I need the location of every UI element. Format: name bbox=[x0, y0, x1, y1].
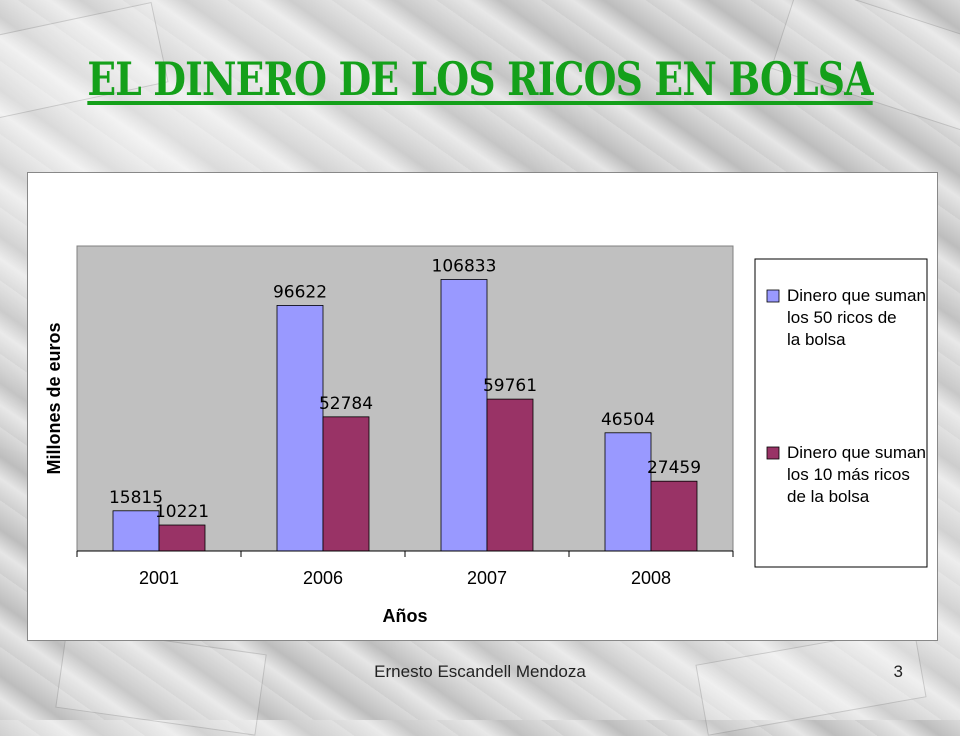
value-label: 59761 bbox=[483, 376, 537, 396]
value-label: 15815 bbox=[109, 488, 163, 508]
x-tick-label: 2006 bbox=[303, 568, 343, 588]
bar-2008-series-2 bbox=[650, 480, 698, 552]
value-label: 27459 bbox=[647, 458, 701, 478]
footer-author: Ernesto Escandell Mendoza bbox=[374, 662, 586, 681]
bar-2006-series-2 bbox=[322, 416, 370, 552]
legend-swatch bbox=[766, 289, 780, 303]
bar-2007-series-2 bbox=[486, 398, 534, 552]
value-label: 96622 bbox=[273, 282, 327, 302]
value-label: 52784 bbox=[319, 394, 373, 414]
x-tick-label: 2008 bbox=[631, 568, 671, 588]
bar-2007-series-1 bbox=[440, 279, 488, 552]
legend: Dinero que suman los 50 ricos de la bolsa D… bbox=[754, 258, 928, 568]
chart-container: 15815 10221 96622 52784 106833 59761 46504 2745… bbox=[27, 172, 938, 641]
bar-2008-series-1 bbox=[604, 432, 652, 552]
legend-swatch bbox=[766, 446, 780, 460]
value-label: 10221 bbox=[155, 502, 209, 522]
legend-box bbox=[754, 258, 928, 568]
x-tick-label: 2007 bbox=[467, 568, 507, 588]
bar-2001-series-1 bbox=[112, 510, 160, 552]
y-axis-title: Millones de euros bbox=[44, 322, 64, 474]
page-number: 3 bbox=[893, 662, 903, 681]
value-label: 46504 bbox=[601, 410, 655, 430]
legend-label: Dinero que suman los 10 más ricos de la bo… bbox=[787, 443, 926, 506]
legend-label: Dinero que suman los 50 ricos de la bolsa bbox=[787, 286, 926, 349]
x-axis: 2001 2006 2007 2008 bbox=[76, 550, 734, 588]
value-label: 106833 bbox=[432, 256, 497, 276]
bar-2006-series-1 bbox=[276, 305, 324, 552]
bar-2001-series-2 bbox=[158, 524, 206, 552]
bars-layer bbox=[112, 279, 698, 552]
x-tick-label: 2001 bbox=[139, 568, 179, 588]
x-axis-title: Años bbox=[383, 606, 428, 626]
slide-title: EL DINERO DE LOS RICOS EN BOLSA bbox=[87, 52, 873, 106]
